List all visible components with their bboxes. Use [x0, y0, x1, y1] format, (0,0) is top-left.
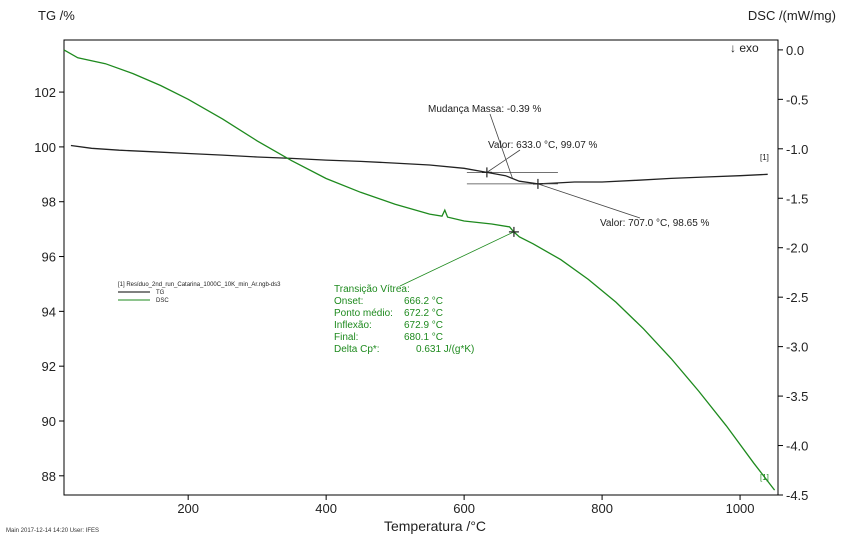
y-right-tick-label-4: -2.0 — [786, 241, 808, 256]
y-right-tick-label-3: -1.5 — [786, 191, 808, 206]
transition-inflection-value: 672.9 °C — [404, 320, 443, 331]
right-axis-label: DSC /(mW/mg) — [748, 8, 836, 23]
y-right-tick-label-9: -4.5 — [786, 488, 808, 503]
transition-leader — [399, 231, 515, 287]
transition-midpoint-label: Ponto médio: — [334, 308, 393, 319]
transition-title: Transição Vítrea: — [334, 284, 410, 295]
mass-change-leader — [489, 113, 513, 179]
exo-label: ↓ exo — [730, 41, 759, 55]
transition-final-value: 680.1 °C — [404, 332, 443, 343]
legend-title: [1] Resíduo_2nd_run_Catarina_1000C_10K_m… — [118, 282, 281, 288]
y-right-tick-label-1: -0.5 — [786, 92, 808, 107]
valor1-leader — [486, 149, 521, 173]
legend-entry-dsc: DSC — [156, 298, 169, 304]
y-right-tick-label-6: -3.0 — [786, 340, 808, 355]
transition-midpoint-value: 672.2 °C — [404, 308, 443, 319]
legend-entry-tg: TG — [156, 290, 165, 296]
transition-onset-value: 666.2 °C — [404, 296, 443, 307]
plot-area — [63, 39, 779, 496]
x-tick-label-3: 800 — [591, 501, 613, 516]
x-tick-label-0: 200 — [177, 501, 199, 516]
series-dsc-line — [63, 49, 776, 491]
y-left-tick-label-4: 96 — [42, 250, 56, 265]
y-right-tick-label-0: 0.0 — [786, 43, 804, 58]
y-left-tick-label-2: 92 — [42, 359, 56, 374]
y-right-tick-label-7: -3.5 — [786, 389, 808, 404]
y-right-tick-label-5: -2.5 — [786, 290, 808, 305]
y-left-tick-label-7: 102 — [34, 85, 56, 100]
mass-change-label: Mudança Massa: -0.39 % — [428, 104, 541, 115]
x-tick-label-2: 600 — [453, 501, 475, 516]
transition-deltacp-label: Delta Cp*: — [334, 344, 380, 355]
y-left-tick-label-1: 90 — [42, 414, 56, 429]
valor2-leader — [537, 183, 641, 219]
legend: [1] Resíduo_2nd_run_Catarina_1000C_10K_m… — [118, 282, 281, 304]
footer-info: Main 2017-12-14 14:20 User: IFES — [6, 528, 100, 534]
transition-onset-label: Onset: — [334, 296, 363, 307]
y-right-tick-label-2: -1.0 — [786, 142, 808, 157]
y-right-tick-label-8: -4.0 — [786, 439, 808, 454]
curve-marker-dsc: [1] — [760, 473, 769, 482]
y-left-tick-label-0: 88 — [42, 469, 56, 484]
x-tick-label-1: 400 — [315, 501, 337, 516]
x-axis-label: Temperatura /°C — [384, 518, 486, 534]
y-left-tick-label-5: 98 — [42, 195, 56, 210]
left-axis-label: TG /% — [38, 8, 75, 23]
transition-inflection-label: Inflexão: — [334, 320, 372, 331]
valor2-label: Valor: 707.0 °C, 98.65 % — [600, 218, 710, 229]
y-left-tick-label-6: 100 — [34, 140, 56, 155]
transition-deltacp-value: 0.631 J/(g*K) — [416, 344, 474, 355]
curve-marker-tg: [1] — [760, 153, 769, 162]
valor1-label: Valor: 633.0 °C, 99.07 % — [488, 140, 598, 151]
glass-transition-block: Transição Vítrea: Onset: 666.2 °C Ponto … — [334, 284, 474, 355]
series-tg-line — [70, 144, 768, 185]
x-tick-label-4: 1000 — [726, 501, 755, 516]
y-left-tick-label-3: 94 — [42, 304, 56, 319]
transition-final-label: Final: — [334, 332, 358, 343]
